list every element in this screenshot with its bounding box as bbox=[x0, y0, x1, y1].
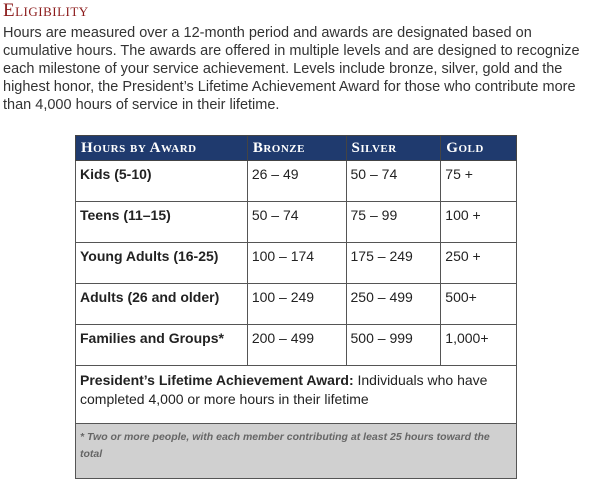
award-cell: President’s Lifetime Achievement Award: … bbox=[75, 365, 517, 424]
column-header: Bronze bbox=[246, 135, 347, 161]
hours-cell: 50 – 74 bbox=[246, 201, 347, 243]
table-body: Kids (5-10) 26 – 49 50 – 74 75 + Teens (11–1… bbox=[75, 160, 517, 479]
row-label: Kids (5-10) bbox=[75, 160, 248, 202]
hours-cell: 200 – 499 bbox=[246, 324, 347, 366]
award-row: President’s Lifetime Achievement Award: … bbox=[75, 365, 517, 424]
award-title: President’s Lifetime Achievement Award: bbox=[80, 372, 354, 388]
column-header: Gold bbox=[440, 135, 517, 161]
header-row: Hours by Award Bronze Silver Gold bbox=[75, 135, 517, 161]
hours-cell: 175 – 249 bbox=[345, 242, 442, 284]
row: Families and Groups* 200 – 499 500 – 999 1,… bbox=[75, 324, 517, 366]
hours-cell: 500+ bbox=[440, 283, 517, 325]
footnote-row: * Two or more people, with each member c… bbox=[75, 423, 517, 479]
hours-cell: 26 – 49 bbox=[246, 160, 347, 202]
hours-cell: 100 – 249 bbox=[246, 283, 347, 325]
heading: Eligibility bbox=[3, 0, 89, 21]
hours-cell: 250 – 499 bbox=[345, 283, 442, 325]
awards-table: Hours by Award Bronze Silver Gold Kids (5-1… bbox=[75, 135, 517, 479]
row: Young Adults (16-25) 100 – 174 175 – 249 25… bbox=[75, 242, 517, 284]
column-header: Silver bbox=[345, 135, 442, 161]
row-label: Families and Groups* bbox=[75, 324, 248, 366]
hours-cell: 250 + bbox=[440, 242, 517, 284]
column-header: Hours by Award bbox=[75, 135, 248, 161]
hours-cell: 75 – 99 bbox=[345, 201, 442, 243]
row: Kids (5-10) 26 – 49 50 – 74 75 + bbox=[75, 160, 517, 202]
hours-cell: 1,000+ bbox=[440, 324, 517, 366]
row-label: Teens (11–15) bbox=[75, 201, 248, 243]
award-text: Individuals who have completed 4,000 or … bbox=[80, 372, 488, 407]
paragraph: Hours are measured over a 12-month perio… bbox=[3, 25, 580, 113]
row: Teens (11–15) 50 – 74 75 – 99 100 + bbox=[75, 201, 517, 243]
hours-cell: 50 – 74 bbox=[345, 160, 442, 202]
footnote: * Two or more people, with each member c… bbox=[75, 423, 517, 479]
hours-cell: 100 + bbox=[440, 201, 517, 243]
row-label: Adults (26 and older) bbox=[75, 283, 248, 325]
row-label: Young Adults (16-25) bbox=[75, 242, 248, 284]
row: Adults (26 and older) 100 – 249 250 – 499 5… bbox=[75, 283, 517, 325]
hours-cell: 75 + bbox=[440, 160, 517, 202]
hours-cell: 500 – 999 bbox=[345, 324, 442, 366]
hours-cell: 100 – 174 bbox=[246, 242, 347, 284]
